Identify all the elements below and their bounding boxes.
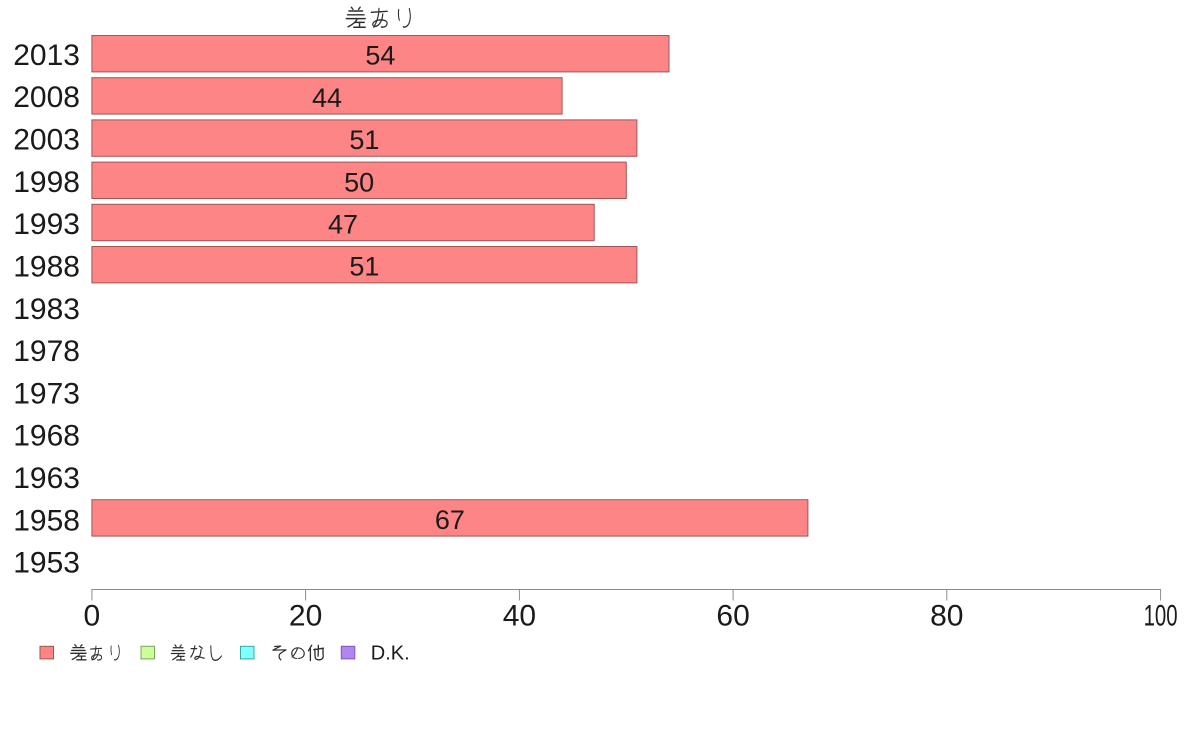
svg-text:1958: 1958: [13, 504, 80, 537]
svg-text:50: 50: [344, 167, 374, 197]
svg-text:1973: 1973: [13, 377, 80, 410]
svg-text:40: 40: [503, 600, 536, 633]
svg-text:2008: 2008: [13, 81, 80, 114]
svg-text:1988: 1988: [13, 251, 80, 284]
svg-text:1983: 1983: [13, 293, 80, 326]
svg-text:1993: 1993: [13, 208, 80, 241]
svg-text:60: 60: [716, 600, 749, 633]
svg-text:D.K.: D.K.: [371, 643, 410, 665]
svg-text:1953: 1953: [13, 547, 80, 580]
svg-text:1963: 1963: [13, 462, 80, 495]
svg-text:1998: 1998: [13, 166, 80, 199]
svg-text:2003: 2003: [13, 124, 80, 157]
svg-text:47: 47: [328, 210, 358, 240]
svg-text:80: 80: [930, 600, 963, 633]
svg-text:100: 100: [1144, 600, 1178, 633]
svg-text:1968: 1968: [13, 420, 80, 453]
svg-text:54: 54: [365, 41, 395, 71]
svg-text:51: 51: [349, 252, 379, 282]
svg-text:44: 44: [312, 83, 342, 113]
svg-text:0: 0: [84, 600, 101, 633]
svg-text:67: 67: [435, 505, 465, 535]
svg-text:2013: 2013: [13, 39, 80, 72]
svg-text:1978: 1978: [13, 335, 80, 368]
svg-text:51: 51: [349, 125, 379, 155]
svg-text:20: 20: [289, 600, 322, 633]
